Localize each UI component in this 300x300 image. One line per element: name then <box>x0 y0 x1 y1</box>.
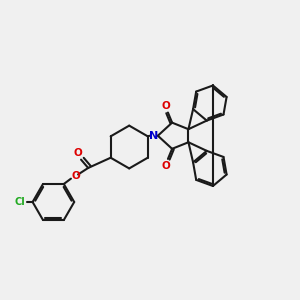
Text: O: O <box>161 101 170 111</box>
Text: O: O <box>71 171 80 181</box>
Text: Cl: Cl <box>15 197 26 207</box>
Text: O: O <box>161 161 170 171</box>
Text: N: N <box>149 131 158 141</box>
Text: O: O <box>74 148 82 158</box>
